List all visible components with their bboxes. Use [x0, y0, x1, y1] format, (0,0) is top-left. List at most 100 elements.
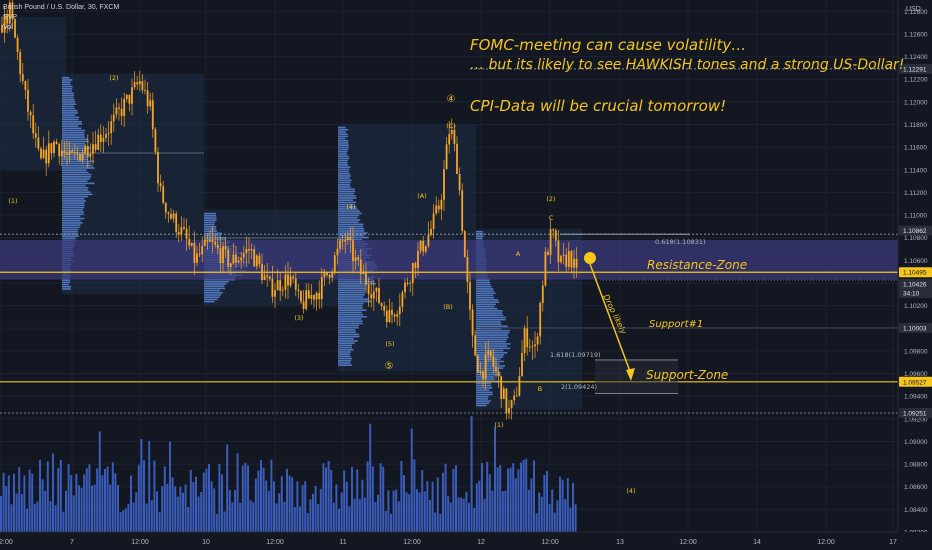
volume-bar — [455, 465, 457, 532]
resistance-zone-band — [0, 239, 898, 280]
candle — [66, 153, 68, 155]
volume-bar — [291, 477, 294, 532]
wave-label: A — [516, 250, 521, 258]
volume-bar — [247, 465, 249, 532]
profile-bar — [62, 213, 84, 215]
candle — [502, 388, 505, 399]
volume-bar — [353, 498, 356, 532]
candle — [183, 227, 185, 229]
profile-bar — [62, 158, 88, 160]
volume-bar — [80, 487, 83, 532]
profile-bar — [338, 311, 362, 314]
profile-bar — [338, 291, 366, 294]
volume-bar — [507, 468, 509, 532]
volume-bar — [104, 469, 106, 532]
volume-bar — [527, 489, 530, 532]
volume-bar — [475, 483, 478, 532]
profile-bar — [338, 166, 351, 168]
profile-bar — [62, 182, 95, 185]
candle — [341, 240, 344, 242]
volume-bar — [499, 465, 502, 532]
profile-bar — [62, 96, 74, 99]
price-badge — [899, 376, 932, 387]
candle — [157, 151, 159, 184]
volume-bar — [312, 493, 314, 532]
svp-indicator-label[interactable]: SVP — [3, 14, 18, 21]
price-badge-label: 1.09251 — [903, 411, 927, 418]
price-badge-label: 1.10862 — [903, 228, 927, 235]
profile-bar — [204, 215, 217, 217]
profile-bar — [476, 391, 493, 394]
candle — [536, 336, 539, 345]
profile-bar — [338, 230, 365, 232]
profile-bar — [62, 160, 95, 163]
time-tick-label: 7 — [70, 539, 74, 546]
candle — [203, 240, 206, 246]
candle — [79, 153, 81, 161]
volume-bar — [130, 475, 132, 532]
profile-bar — [338, 340, 358, 342]
candle — [484, 354, 487, 379]
price-tick-label: 1.09200 — [904, 416, 928, 423]
candle — [528, 347, 531, 348]
candle — [1, 24, 3, 33]
profile-bar — [476, 345, 508, 347]
candle — [557, 240, 560, 263]
candle — [73, 152, 76, 154]
volume-bar — [156, 491, 158, 532]
volume-bar — [397, 501, 400, 532]
profile-bar — [338, 227, 365, 230]
profile-bar — [62, 79, 73, 81]
profile-bar — [62, 200, 87, 202]
vol-indicator-label[interactable]: Vol — [3, 24, 13, 31]
volume-bar — [366, 461, 369, 532]
candle — [235, 254, 237, 263]
profile-bar — [62, 230, 78, 233]
candle — [123, 98, 126, 117]
candle — [549, 229, 552, 255]
volume-bar — [403, 475, 405, 532]
candle — [469, 282, 471, 310]
profile-bar — [338, 225, 364, 228]
profile-bar — [476, 387, 493, 389]
candle — [289, 276, 292, 286]
profile-bar — [62, 138, 89, 141]
profile-bar — [476, 373, 501, 376]
profile-bar — [62, 76, 70, 79]
volume-bar — [265, 480, 268, 532]
volume-bar — [241, 465, 244, 532]
profile-bar — [62, 228, 79, 231]
volume-bar — [10, 504, 13, 532]
volume-bar — [496, 467, 499, 532]
profile-bar — [62, 118, 79, 121]
volume-bar — [119, 512, 122, 532]
candle — [515, 395, 518, 397]
volume-bar — [236, 453, 239, 532]
volume-bar — [322, 463, 325, 532]
candle — [94, 144, 97, 150]
volume-bar — [483, 498, 486, 532]
volume-bar — [546, 470, 548, 532]
volume-bar — [189, 469, 192, 532]
candle — [489, 350, 492, 357]
volume-bar — [566, 477, 569, 532]
candle — [162, 186, 165, 203]
volume-bar — [205, 468, 208, 532]
profile-bar — [476, 393, 493, 396]
candle — [518, 376, 521, 396]
profile-bar — [204, 221, 215, 224]
candle — [76, 152, 79, 154]
profile-bar — [476, 404, 487, 407]
candle — [307, 290, 310, 299]
candle — [323, 272, 326, 278]
volume-bar — [213, 488, 216, 532]
volume-bar — [54, 505, 57, 532]
time-tick-label: 12 — [477, 539, 485, 546]
volume-bar — [553, 512, 556, 532]
volume-bar — [288, 475, 291, 532]
candle — [86, 145, 89, 157]
profile-bar — [476, 305, 495, 308]
volume-bar — [400, 460, 403, 532]
